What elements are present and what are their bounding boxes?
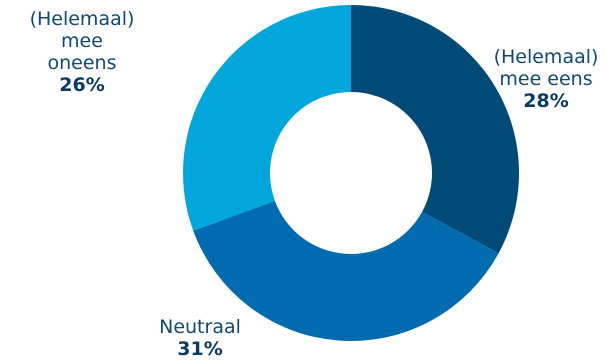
slice-category-mee-eens: (Helemaal) mee eens	[493, 46, 599, 90]
slice-category-neutraal: Neutraal	[159, 316, 241, 338]
slice-label-mee-oneens: (Helemaal) mee oneens 26%	[12, 8, 152, 96]
donut-slice-1	[193, 200, 499, 341]
slice-label-neutraal: Neutraal 31%	[140, 316, 260, 360]
slice-value-mee-oneens: 26%	[59, 74, 105, 96]
donut-slice-0	[351, 5, 519, 254]
donut-slice-2	[183, 5, 351, 231]
slice-label-mee-eens: (Helemaal) mee eens 28%	[486, 46, 606, 112]
donut-slices	[183, 5, 519, 341]
slice-value-neutraal: 31%	[177, 338, 223, 360]
slice-value-mee-eens: 28%	[523, 90, 569, 112]
slice-category-mee-oneens: (Helemaal) mee oneens	[29, 8, 135, 74]
